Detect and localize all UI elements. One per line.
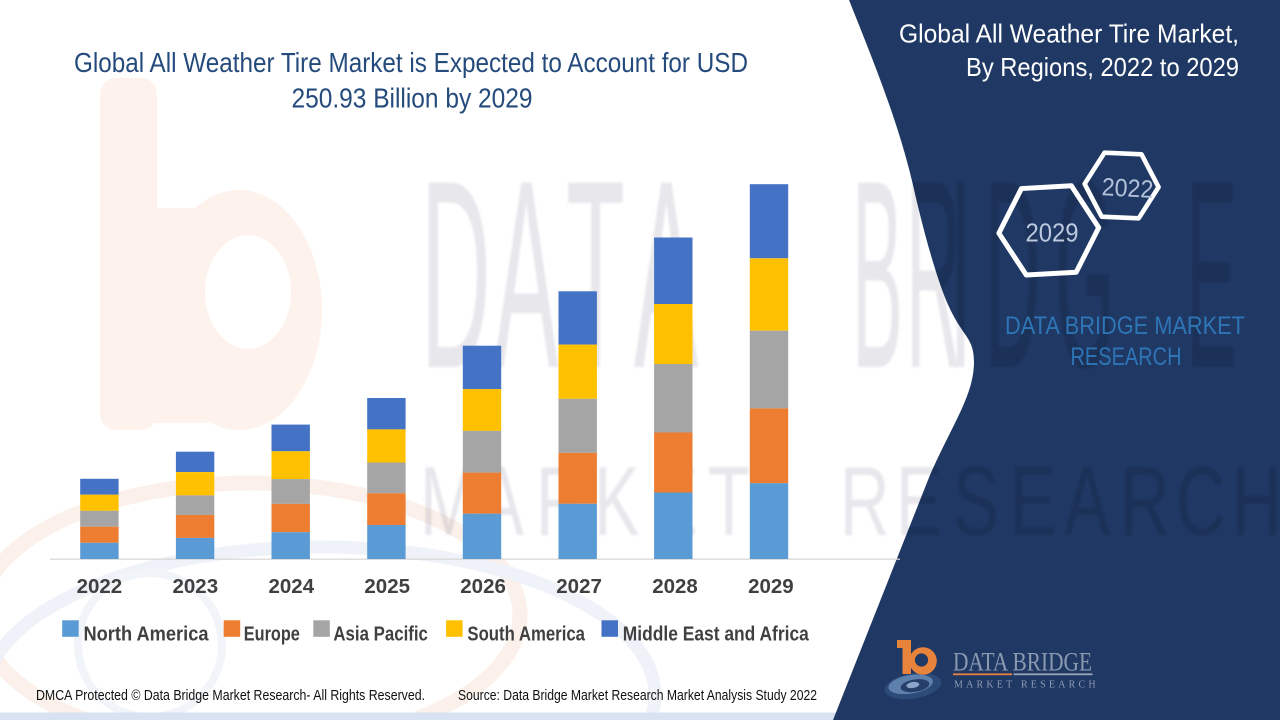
svg-text:RESEARCH: RESEARCH [1071,343,1182,371]
svg-text:MARKET RESEARCH: MARKET RESEARCH [954,680,1099,691]
svg-text:Middle East and Africa: Middle East and Africa [623,624,810,646]
svg-text:DATA BRIDGE MARKET: DATA BRIDGE MARKET [1005,312,1245,340]
svg-text:DMCA Protected © Data Bridge M: DMCA Protected © Data Bridge Market Rese… [36,688,425,704]
svg-text:2022: 2022 [1101,173,1154,204]
svg-text:2029: 2029 [748,575,794,598]
svg-text:2023: 2023 [172,575,218,598]
svg-text:2028: 2028 [652,575,698,598]
svg-text:2025: 2025 [364,575,410,598]
svg-text:250.93 Billion by 2029: 250.93 Billion by 2029 [292,83,533,114]
svg-text:2026: 2026 [460,575,506,598]
svg-text:DATA BRIDGE: DATA BRIDGE [953,648,1092,677]
svg-text:South America: South America [467,624,585,646]
svg-text:2027: 2027 [556,575,602,598]
svg-text:Global All Weather Tire Market: Global All Weather Tire Market, [899,19,1239,49]
svg-text:By Regions, 2022 to 2029: By Regions, 2022 to 2029 [966,52,1239,82]
svg-text:North America: North America [84,624,210,646]
svg-text:2024: 2024 [268,575,314,598]
svg-text:2022: 2022 [77,575,123,598]
svg-text:Asia Pacific: Asia Pacific [333,624,428,646]
svg-text:Source: Data Bridge Market Res: Source: Data Bridge Market Research Mark… [458,688,817,704]
svg-text:2029: 2029 [1026,220,1079,248]
svg-text:Global All Weather Tire Market: Global All Weather Tire Market is Expect… [74,47,748,78]
svg-text:Europe: Europe [244,624,300,646]
